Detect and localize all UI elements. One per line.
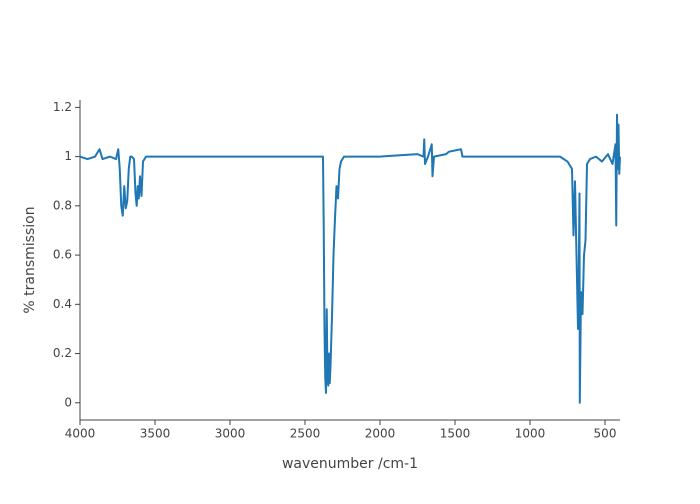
y-tick-label: 1: [64, 149, 72, 163]
y-tick-label: 1.2: [53, 100, 72, 114]
y-tick-label: 0.6: [53, 248, 72, 262]
x-tick-label: 1500: [440, 427, 471, 441]
spectrum-line: [79, 113, 621, 404]
x-tick-label: 4000: [65, 427, 96, 441]
y-tick-label: 0.2: [53, 346, 72, 360]
x-tick-label: 1000: [515, 427, 546, 441]
y-axis-title: % transmission: [22, 206, 38, 313]
x-tick-label: 500: [594, 427, 617, 441]
x-axis-title: wavenumber /cm-1: [282, 456, 418, 472]
x-tick-label: 3500: [140, 427, 171, 441]
y-tick-label: 0.4: [53, 297, 72, 311]
y-tick-label: 0.8: [53, 198, 72, 212]
x-tick-label: 2500: [290, 427, 321, 441]
y-tick-label: 0: [64, 395, 72, 409]
x-tick-label: 2000: [365, 427, 396, 441]
x-tick-label: 3000: [215, 427, 246, 441]
